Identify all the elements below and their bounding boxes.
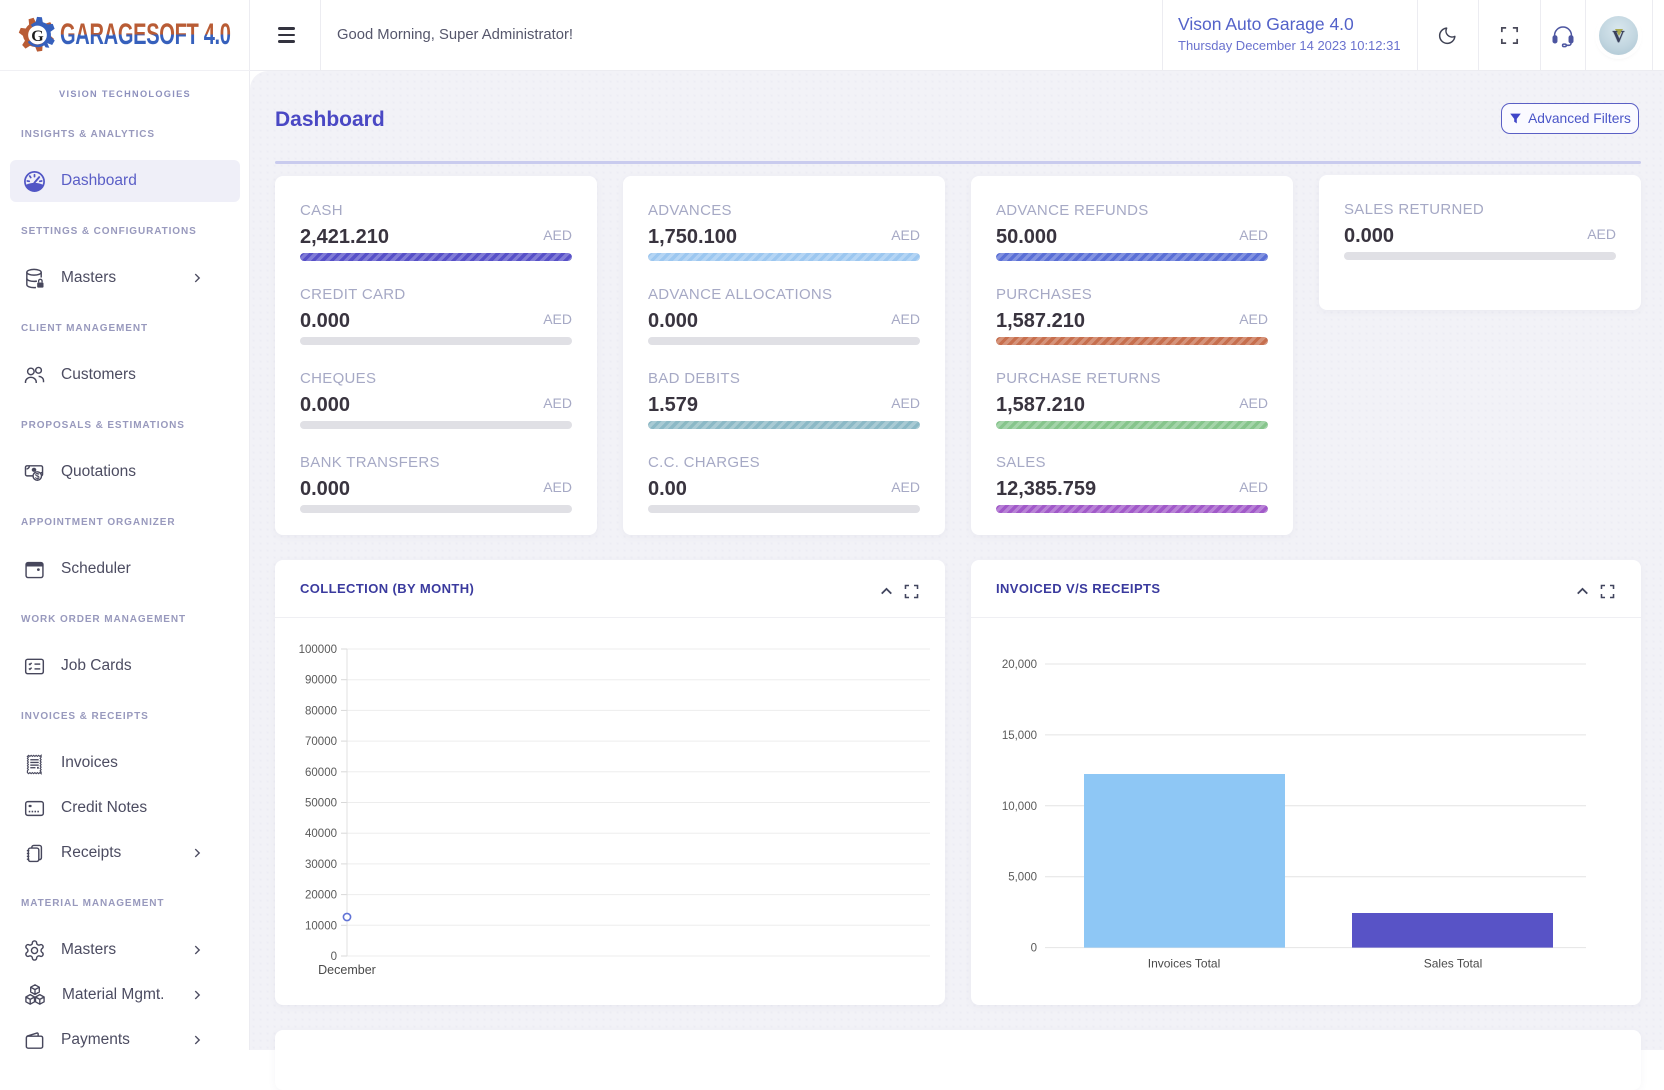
svg-text:60000: 60000 xyxy=(305,767,337,779)
svg-text:20000: 20000 xyxy=(305,890,337,902)
svg-text:0: 0 xyxy=(331,951,337,963)
svg-text:5,000: 5,000 xyxy=(1008,872,1037,884)
svg-text:Sales Total: Sales Total xyxy=(1424,957,1482,971)
svg-text:80000: 80000 xyxy=(305,705,337,717)
svg-text:December: December xyxy=(318,963,376,977)
svg-text:50000: 50000 xyxy=(305,798,337,810)
svg-text:10000: 10000 xyxy=(305,920,337,932)
svg-text:70000: 70000 xyxy=(305,736,337,748)
svg-text:100000: 100000 xyxy=(299,644,337,656)
svg-text:0: 0 xyxy=(1031,943,1037,955)
svg-text:20,000: 20,000 xyxy=(1002,659,1037,671)
svg-text:90000: 90000 xyxy=(305,675,337,687)
svg-text:10,000: 10,000 xyxy=(1002,801,1037,813)
svg-text:Invoices Total: Invoices Total xyxy=(1148,957,1221,971)
svg-text:40000: 40000 xyxy=(305,828,337,840)
svg-text:15,000: 15,000 xyxy=(1002,730,1037,742)
svg-text:30000: 30000 xyxy=(305,859,337,871)
svg-text:G: G xyxy=(31,28,44,45)
svg-text:$: $ xyxy=(35,472,40,481)
